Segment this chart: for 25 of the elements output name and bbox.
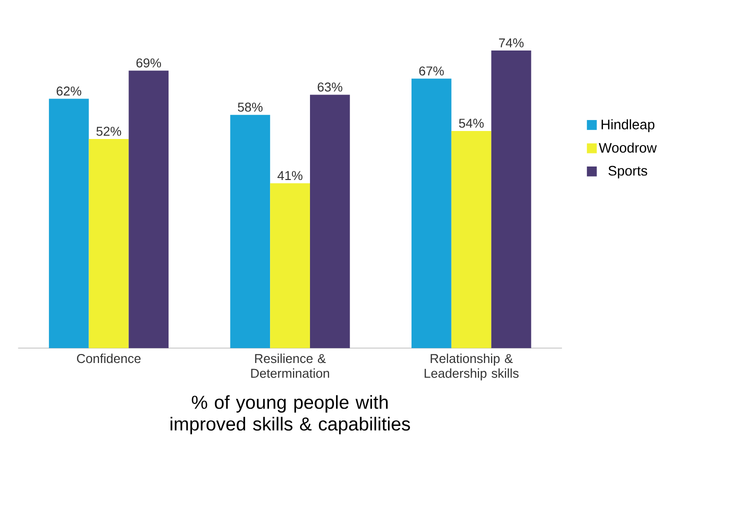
data-label: 58%	[238, 102, 263, 112]
data-label: 52%	[96, 126, 122, 136]
bar	[270, 183, 310, 348]
data-label: 67%	[419, 66, 444, 76]
data-label: 54%	[459, 118, 484, 128]
data-label: 41%	[278, 170, 302, 180]
x-tick-label: Relationship & Leadership skills	[424, 354, 519, 380]
legend-label: Sports	[608, 166, 648, 178]
bar	[230, 114, 270, 348]
bar	[412, 78, 452, 348]
data-label: 74%	[499, 38, 524, 48]
bar	[491, 50, 532, 348]
data-label: 62%	[56, 86, 82, 96]
x-axis-title: % of young people with improved skills & capabilities	[170, 395, 410, 434]
bar	[88, 138, 129, 348]
legend-label: Hindleap	[602, 119, 654, 132]
data-label: 63%	[318, 82, 342, 92]
bar	[310, 94, 350, 348]
legend-label: Woodrow	[598, 142, 657, 153]
bar	[451, 130, 492, 348]
x-tick-label: Confidence	[77, 354, 141, 363]
data-label: 69%	[136, 58, 161, 68]
x-tick-label: Resilience & Determination	[251, 354, 330, 378]
bar	[128, 70, 169, 348]
bar	[48, 98, 89, 348]
